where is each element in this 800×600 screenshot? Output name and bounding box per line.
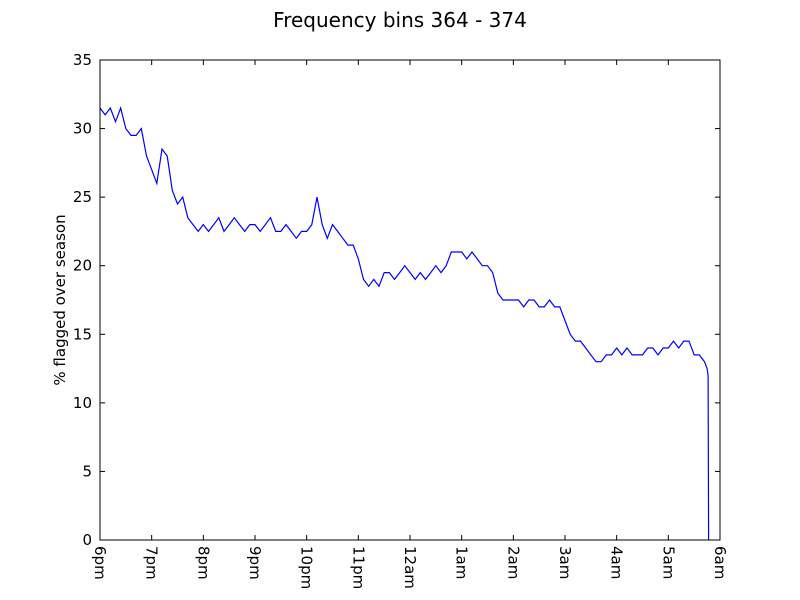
x-tick-label: 9pm [246,546,264,580]
y-tick-label: 30 [73,120,92,138]
series-line-0 [99,105,710,541]
y-tick-label: 10 [73,394,92,412]
chart-title: Frequency bins 364 - 374 [273,8,527,32]
y-tick-label: 20 [73,257,92,275]
x-tick-label: 7pm [143,546,161,580]
x-tick-label: 1am [453,546,471,579]
y-tick-label: 0 [82,531,92,549]
x-tick-label: 8pm [194,546,212,580]
y-tick-label: 5 [82,462,92,480]
x-tick-label: 2am [504,546,522,579]
y-tick-label: 15 [73,325,92,343]
x-tick-label: 11pm [349,546,367,589]
x-tick-label: 5am [659,546,677,579]
x-tick-label: 3am [556,546,574,579]
x-tick-label: 6am [711,546,729,579]
y-tick-label: 35 [73,51,92,69]
plot-frame [99,59,721,541]
plot-area [99,105,710,541]
x-tick-label: 6pm [91,546,109,580]
y-tick-label: 25 [73,188,92,206]
x-tick-label: 10pm [298,546,316,589]
x-tick-label: 12am [401,546,419,589]
x-tick-label: 4am [608,546,626,579]
axis-ticks: 0 5 10 15 20 25 30 35 6pm 7pm 8pm 9pm 10pm 11pm 12am 1a… [73,51,729,589]
